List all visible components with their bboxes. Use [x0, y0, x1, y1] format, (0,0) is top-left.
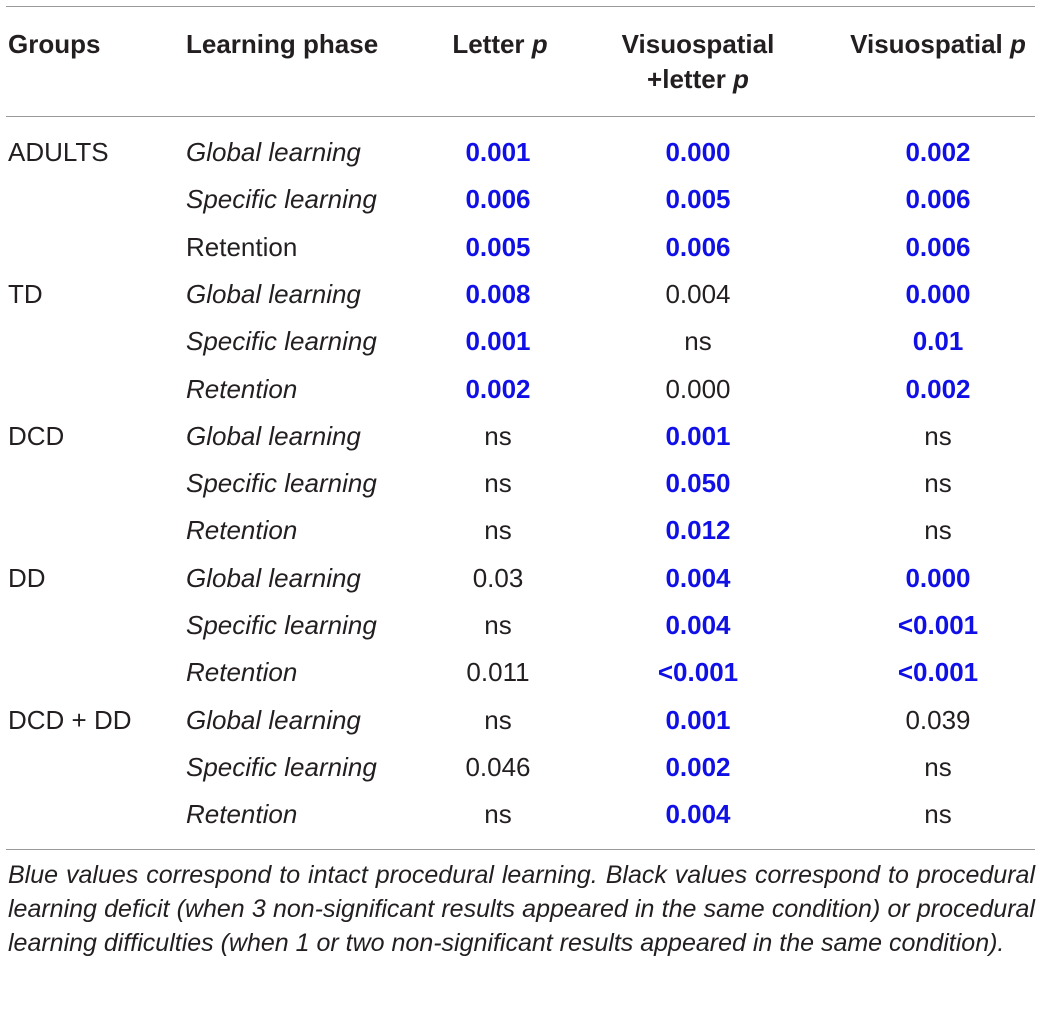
cell-visuospatial-p: 0.000	[905, 562, 971, 593]
table-row: ADULTS Global learning 0.001 0.000 0.002	[0, 129, 1041, 176]
cell-letter-p: 0.008	[465, 278, 531, 309]
table-row: Specific learning 0.001 ns 0.01	[0, 318, 1041, 365]
table-row: Specific learning 0.006 0.005 0.006	[0, 176, 1041, 223]
cell-group: DCD	[8, 420, 65, 451]
header-visuospatial-letter-p: Visuospatial +letter p	[590, 27, 806, 97]
header-letter-p-text: Letter	[452, 29, 525, 59]
cell-group: DD	[8, 562, 46, 593]
cell-visuospatial-p: ns	[924, 468, 952, 499]
cell-learning-phase: Global learning	[186, 278, 361, 309]
cell-visuospatial-p: 0.000	[905, 278, 971, 309]
cell-learning-phase: Global learning	[186, 562, 361, 593]
cell-learning-phase: Specific learning	[186, 184, 377, 215]
table-row: Retention ns 0.004 ns	[0, 791, 1041, 838]
cell-learning-phase: Specific learning	[186, 751, 377, 782]
header-learning-phase: Learning phase	[186, 29, 379, 59]
cell-visuospatial-p: 0.039	[905, 704, 971, 735]
cell-letter-p: 0.001	[465, 137, 531, 167]
cell-visuospatial-p: <0.001	[897, 657, 979, 688]
cell-group: TD	[8, 278, 43, 309]
cell-letter-p: 0.002	[465, 373, 531, 404]
cell-learning-phase: Retention	[186, 231, 298, 262]
table-row: DCD + DD Global learning ns 0.001 0.039	[0, 697, 1041, 744]
table-footnote: Blue values correspond to intact procedu…	[8, 861, 1035, 957]
cell-letter-p: 0.03	[472, 562, 524, 593]
cell-visuospatial-letter-p: 0.004	[665, 278, 731, 309]
cell-letter-p: ns	[484, 610, 512, 640]
table-row: DCD Global learning ns 0.001 ns	[0, 413, 1041, 460]
cell-visuospatial-p: 0.006	[905, 184, 971, 215]
top-rule	[6, 6, 1035, 7]
cell-visuospatial-p: 0.002	[905, 137, 971, 167]
cell-learning-phase: Global learning	[186, 137, 361, 167]
table-row: Retention 0.005 0.006 0.006	[0, 224, 1041, 271]
cell-group: DCD + DD	[8, 704, 132, 735]
cell-letter-p: 0.046	[465, 751, 531, 782]
cell-visuospatial-p: ns	[924, 515, 952, 546]
cell-letter-p: ns	[484, 468, 512, 499]
table-row: Retention 0.011 <0.001 <0.001	[0, 649, 1041, 696]
cell-visuospatial-letter-p: 0.005	[665, 184, 731, 215]
cell-visuospatial-p: 0.006	[905, 231, 971, 262]
cell-letter-p: ns	[484, 799, 512, 830]
header-visuospatial-letter-line1: Visuospatial	[621, 29, 775, 59]
cell-learning-phase: Retention	[186, 657, 298, 688]
cell-visuospatial-letter-p: 0.001	[665, 704, 731, 735]
cell-group: ADULTS	[8, 137, 109, 167]
header-visuospatial-letter-line2: +letter p	[590, 62, 806, 97]
cell-visuospatial-p: <0.001	[897, 610, 979, 640]
header-groups: Groups	[8, 29, 101, 59]
cell-letter-p: 0.005	[465, 231, 531, 262]
header-rule	[6, 116, 1035, 117]
cell-learning-phase: Retention	[186, 799, 298, 830]
cell-visuospatial-letter-p: 0.012	[665, 515, 731, 546]
cell-letter-p: 0.001	[465, 326, 531, 357]
cell-learning-phase: Specific learning	[186, 468, 377, 499]
cell-learning-phase: Global learning	[186, 420, 361, 451]
table-row: Specific learning ns 0.004 <0.001	[0, 602, 1041, 649]
header-visuospatial-p: Visuospatial p	[830, 27, 1041, 62]
table-row: Retention 0.002 0.000 0.002	[0, 366, 1041, 413]
header-letter-p-italic: p	[531, 29, 548, 59]
cell-visuospatial-p: 0.002	[905, 373, 971, 404]
cell-visuospatial-letter-p: 0.050	[665, 468, 731, 499]
table-row: Retention ns 0.012 ns	[0, 507, 1041, 554]
header-visuospatial-p-italic: p	[1010, 29, 1026, 59]
cell-visuospatial-letter-p: 0.004	[665, 799, 731, 830]
cell-visuospatial-letter-p: 0.000	[665, 137, 731, 167]
header-visuospatial-letter-line2-text: +letter	[647, 64, 726, 94]
cell-letter-p: 0.011	[466, 657, 530, 688]
table-row: Specific learning ns 0.050 ns	[0, 460, 1041, 507]
cell-letter-p: 0.006	[465, 184, 531, 215]
header-letter-p: Letter p	[420, 27, 580, 62]
table-row: TD Global learning 0.008 0.004 0.000	[0, 271, 1041, 318]
table-row: DD Global learning 0.03 0.004 0.000	[0, 555, 1041, 602]
cell-visuospatial-letter-p: ns	[684, 326, 712, 357]
cell-letter-p: ns	[484, 515, 512, 546]
cell-visuospatial-letter-p: 0.001	[665, 420, 731, 451]
cell-visuospatial-letter-p: 0.004	[665, 562, 731, 593]
cell-visuospatial-letter-p: <0.001	[657, 657, 739, 688]
cell-learning-phase: Specific learning	[186, 326, 377, 357]
cell-visuospatial-letter-p: 0.000	[665, 373, 731, 404]
cell-visuospatial-letter-p: 0.006	[665, 231, 731, 262]
cell-learning-phase: Retention	[186, 515, 298, 546]
cell-visuospatial-letter-p: 0.004	[665, 610, 731, 640]
header-visuospatial-letter-line2-italic: p	[733, 64, 749, 94]
cell-visuospatial-letter-p: 0.002	[665, 751, 731, 782]
cell-visuospatial-p: ns	[924, 751, 952, 782]
cell-learning-phase: Specific learning	[186, 610, 377, 640]
table-row: Specific learning 0.046 0.002 ns	[0, 744, 1041, 791]
cell-learning-phase: Retention	[186, 373, 298, 404]
cell-visuospatial-p: ns	[924, 799, 952, 830]
cell-letter-p: ns	[484, 420, 512, 451]
bottom-rule	[6, 849, 1035, 850]
cell-letter-p: ns	[484, 704, 512, 735]
cell-visuospatial-p: ns	[924, 420, 952, 451]
cell-visuospatial-p: 0.01	[912, 326, 964, 357]
header-visuospatial-p-text: Visuospatial	[850, 29, 1003, 59]
cell-learning-phase: Global learning	[186, 704, 361, 735]
